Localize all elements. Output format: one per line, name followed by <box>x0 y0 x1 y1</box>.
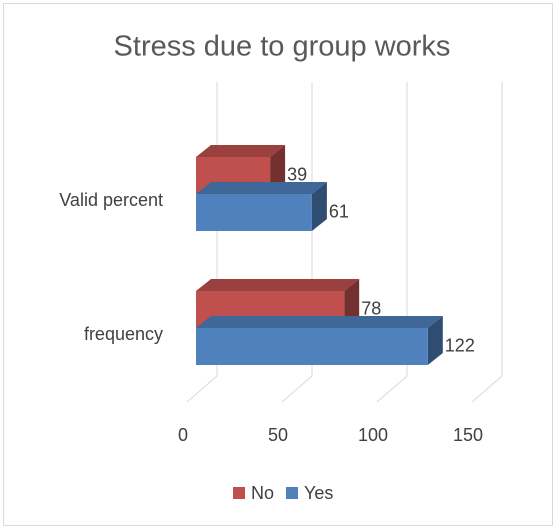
x-tick-label: 150 <box>453 425 483 445</box>
legend-label: No <box>251 483 274 503</box>
data-label: 61 <box>329 201 349 221</box>
bar-top <box>196 145 286 157</box>
grid-line <box>186 375 218 403</box>
chart-title: Stress due to group works <box>114 31 451 63</box>
bar-side <box>311 182 327 231</box>
grid-line <box>376 375 408 403</box>
legend-swatch <box>286 487 299 499</box>
x-tick-label: 100 <box>358 425 388 445</box>
bar <box>196 328 428 365</box>
bar-top <box>196 279 360 291</box>
chart-frame <box>3 3 553 526</box>
data-label: 78 <box>361 298 381 318</box>
grid-line <box>471 375 503 403</box>
bar <box>196 194 312 231</box>
x-tick-label: 0 <box>178 425 188 445</box>
bar-top <box>196 316 443 328</box>
bar-side <box>427 316 443 365</box>
legend-swatch <box>233 487 245 499</box>
legend-label: Yes <box>304 483 333 503</box>
bar-top <box>196 182 327 194</box>
x-tick-label: 50 <box>268 425 288 445</box>
bar-side <box>344 279 360 328</box>
data-label: 39 <box>287 164 307 184</box>
bar-side <box>270 145 286 194</box>
y-tick-label: frequency <box>84 324 163 344</box>
data-label: 122 <box>445 335 475 355</box>
grid-line <box>281 375 313 403</box>
y-tick-label: Valid percent <box>59 190 163 210</box>
